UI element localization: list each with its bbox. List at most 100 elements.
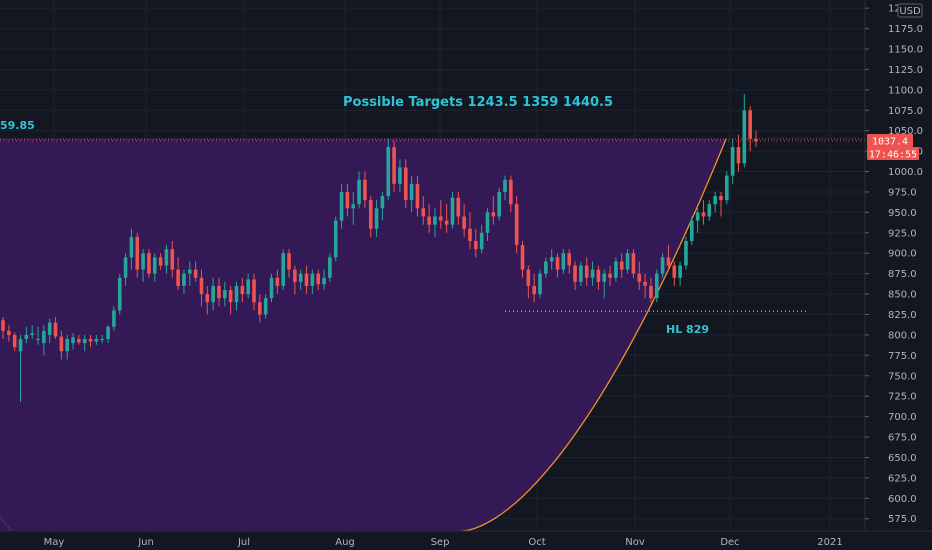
- time-axis[interactable]: [0, 531, 932, 550]
- x-tick-label: Dec: [720, 537, 739, 548]
- candle-body: [614, 261, 618, 278]
- candle-body: [322, 277, 326, 285]
- candle-body: [713, 196, 717, 205]
- candle-body: [509, 179, 513, 205]
- candle-body: [742, 110, 747, 164]
- candle-body: [398, 167, 402, 184]
- candle-body: [275, 277, 280, 286]
- candle-body: [112, 310, 116, 327]
- candle-body: [649, 285, 653, 299]
- candle-body: [246, 279, 250, 295]
- candle-body: [117, 277, 122, 311]
- last-price-value: 1037.4: [872, 137, 908, 148]
- x-tick-label: May: [44, 537, 65, 548]
- candle-body: [363, 179, 367, 201]
- candle-body: [450, 197, 455, 225]
- candle-body: [193, 269, 198, 278]
- candle-body: [497, 191, 501, 217]
- parabolic-curve: [461, 138, 727, 532]
- candle-body: [88, 339, 93, 342]
- candle-body: [374, 208, 379, 229]
- candle-body: [380, 196, 385, 209]
- candle-body: [438, 216, 443, 221]
- countdown-value: 17:46:55: [869, 150, 917, 161]
- candle-body: [59, 336, 64, 352]
- y-tick-label: 1075.0: [888, 106, 923, 117]
- candle-body: [304, 273, 309, 286]
- y-tick-label: 850.0: [888, 290, 917, 301]
- resistance-label: 59.85: [0, 119, 35, 132]
- y-tick-label: 575.0: [888, 514, 917, 525]
- y-tick-label: 950.0: [888, 208, 917, 219]
- candle-body: [532, 285, 536, 295]
- candle-body: [298, 273, 303, 282]
- candle-body: [403, 167, 408, 201]
- candle-body: [123, 257, 128, 278]
- y-tick-label: 1150.0: [888, 45, 923, 56]
- x-tick-label: Jul: [237, 537, 250, 548]
- candle-body: [357, 179, 361, 205]
- candle-body: [590, 269, 595, 278]
- price-axis[interactable]: [865, 0, 932, 550]
- candle-body: [444, 220, 449, 225]
- candle-body: [240, 285, 245, 295]
- candle-body: [468, 228, 472, 241]
- candle-body: [567, 253, 572, 266]
- y-tick-label: 900.0: [888, 249, 917, 260]
- candle-body: [637, 273, 642, 282]
- candle-body: [351, 204, 356, 209]
- candle-body: [252, 279, 256, 303]
- candle-body: [485, 212, 490, 233]
- countdown-badge: 17:46:55: [867, 147, 919, 161]
- y-tick-label: 625.0: [888, 473, 917, 484]
- candle-body: [520, 245, 525, 270]
- candle-body: [269, 277, 274, 299]
- candle-body: [187, 269, 192, 274]
- candle-body: [602, 273, 607, 282]
- candle-body: [1, 320, 5, 331]
- candle-body: [100, 339, 105, 341]
- x-axis-ticks: May Jun Jul Aug Sep Oct Nov Dec 2021: [44, 537, 843, 548]
- y-tick-label: 750.0: [888, 371, 917, 382]
- y-tick-label: 725.0: [888, 392, 917, 403]
- x-tick-label: Nov: [625, 537, 645, 548]
- y-tick-label: 875.0: [888, 269, 917, 280]
- candle-body: [263, 298, 268, 315]
- y-tick-label: 800.0: [888, 330, 917, 341]
- candle-body: [333, 220, 338, 258]
- y-tick-label: 600.0: [888, 494, 917, 505]
- candle-body: [47, 322, 52, 335]
- candle-body: [730, 147, 735, 176]
- candle-body: [30, 333, 34, 335]
- candle-body: [164, 249, 169, 266]
- candle-body: [42, 330, 46, 344]
- candle-body: [514, 204, 519, 246]
- candle-body: [281, 253, 285, 286]
- candle-body: [24, 334, 29, 340]
- currency-badge[interactable]: USD: [897, 3, 923, 18]
- last-price-badge: 1037.4: [867, 134, 913, 148]
- candle-body: [660, 257, 665, 274]
- y-tick-label: 1100.0: [888, 85, 923, 96]
- candle-body: [368, 200, 373, 229]
- candle-body: [456, 197, 461, 217]
- x-tick-label: Aug: [335, 537, 355, 548]
- candle-body: [158, 257, 163, 266]
- candle-body: [392, 147, 396, 184]
- candle-body: [223, 290, 227, 299]
- candle-body: [584, 265, 589, 278]
- candle-body: [293, 269, 297, 282]
- candle-body: [754, 138, 758, 142]
- candle-body: [573, 265, 577, 282]
- candle-body: [182, 273, 186, 286]
- candle-body: [316, 273, 321, 285]
- candle-body: [7, 330, 11, 335]
- candle-body: [12, 334, 17, 348]
- candle-body: [427, 216, 431, 225]
- candle-body: [310, 273, 315, 286]
- candle-body: [170, 249, 175, 270]
- candle-body: [94, 339, 99, 342]
- candle-body: [36, 339, 40, 341]
- candle-body: [689, 220, 694, 241]
